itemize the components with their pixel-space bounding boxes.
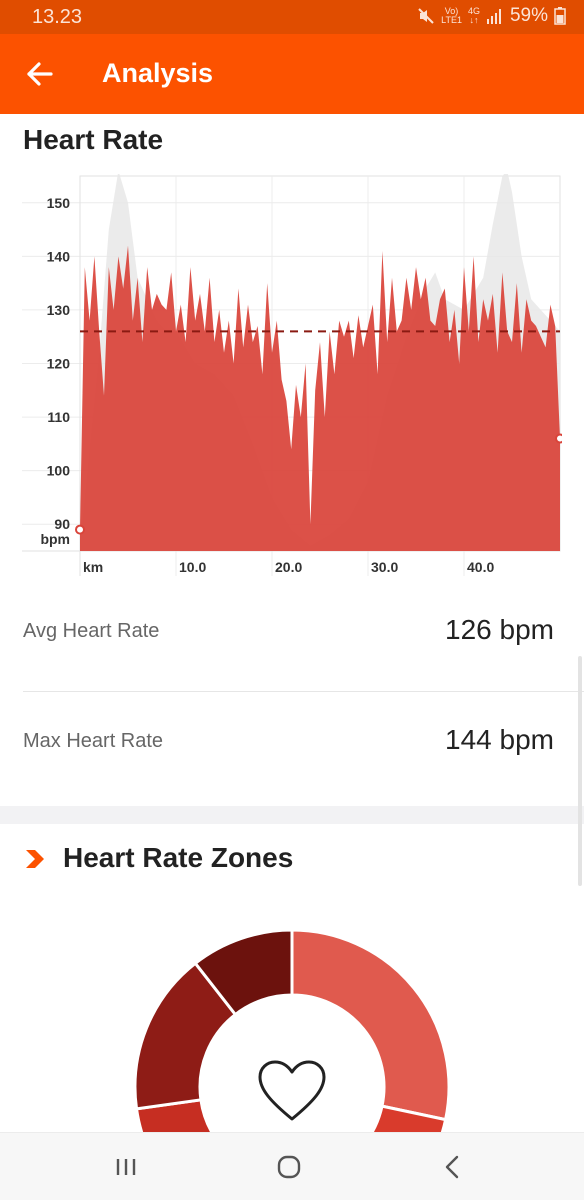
x-tick-label: 10.0 [179,559,206,575]
avg-heart-rate-label: Avg Heart Rate [23,620,160,642]
chevron-right-icon [26,850,44,868]
zone-5-segment[interactable] [193,929,294,1017]
y-tick-label: 110 [47,409,70,425]
max-heart-rate-row: Max Heart Rate 144 bpm [23,692,554,802]
system-nav-bar [0,1132,584,1200]
x-axis-unit: km [83,559,103,575]
y-tick-label: 90 [54,516,70,532]
max-heart-rate-label: Max Heart Rate [23,730,164,752]
heart-rate-area [80,245,560,551]
network-volte: Vo) LTE1 [441,6,462,25]
chart-labels: 90 100 110 120 130 140 150 10.0 20.0 30.0 40.0 bpmk… [40,195,494,575]
home-icon[interactable] [273,1151,305,1183]
end-marker [555,433,562,444]
y-tick-label: 150 [47,195,71,211]
y-tick-label: 130 [47,302,71,318]
signal-icon [486,9,501,24]
heart-icon [258,1060,326,1121]
arrow-left-icon[interactable] [22,56,58,92]
y-tick-label: 120 [47,356,71,372]
network-4g: 4G ↓↑ [467,6,480,25]
heart-rate-chart: 90 100 110 120 130 140 150 10.0 20.0 30.0 40.0 bpmk… [22,174,562,576]
heart-rate-title: Heart Rate [23,124,164,155]
page-title: Analysis [102,58,214,88]
max-heart-rate-value: 144 bpm [445,724,554,755]
x-tick-label: 40.0 [467,559,494,575]
scrollbar[interactable] [578,656,582,886]
y-axis-unit: bpm [40,531,70,547]
zone-1-segment[interactable] [290,929,450,1122]
heart-rate-zones-title: Heart Rate Zones [63,842,294,873]
battery-percent: 59% [509,5,548,26]
recents-icon[interactable] [110,1151,142,1183]
avg-heart-rate-row: Avg Heart Rate 126 bpm [23,582,554,692]
status-icons: Vo) LTE1 4G ↓↑ 59% [417,5,566,27]
mute-icon [418,8,434,24]
zone-2-segment[interactable] [338,1104,448,1132]
status-time: 13.23 [32,6,83,28]
heart-rate-zones-donut [134,929,450,1132]
y-tick-label: 100 [47,463,71,479]
x-tick-label: 30.0 [371,559,398,575]
avg-heart-rate-value: 126 bpm [445,614,554,645]
y-tick-label: 140 [47,248,71,264]
divider [23,691,584,692]
status-bar: 13.23 Vo) LTE1 4G ↓↑ 59% [0,0,584,34]
back-chevron-icon[interactable] [437,1151,469,1183]
section-separator [0,806,584,824]
app-bar: Analysis [0,34,584,114]
battery-icon [554,7,566,25]
x-tick-label: 20.0 [275,559,302,575]
start-marker [75,524,85,535]
zone-segments [134,929,450,1132]
